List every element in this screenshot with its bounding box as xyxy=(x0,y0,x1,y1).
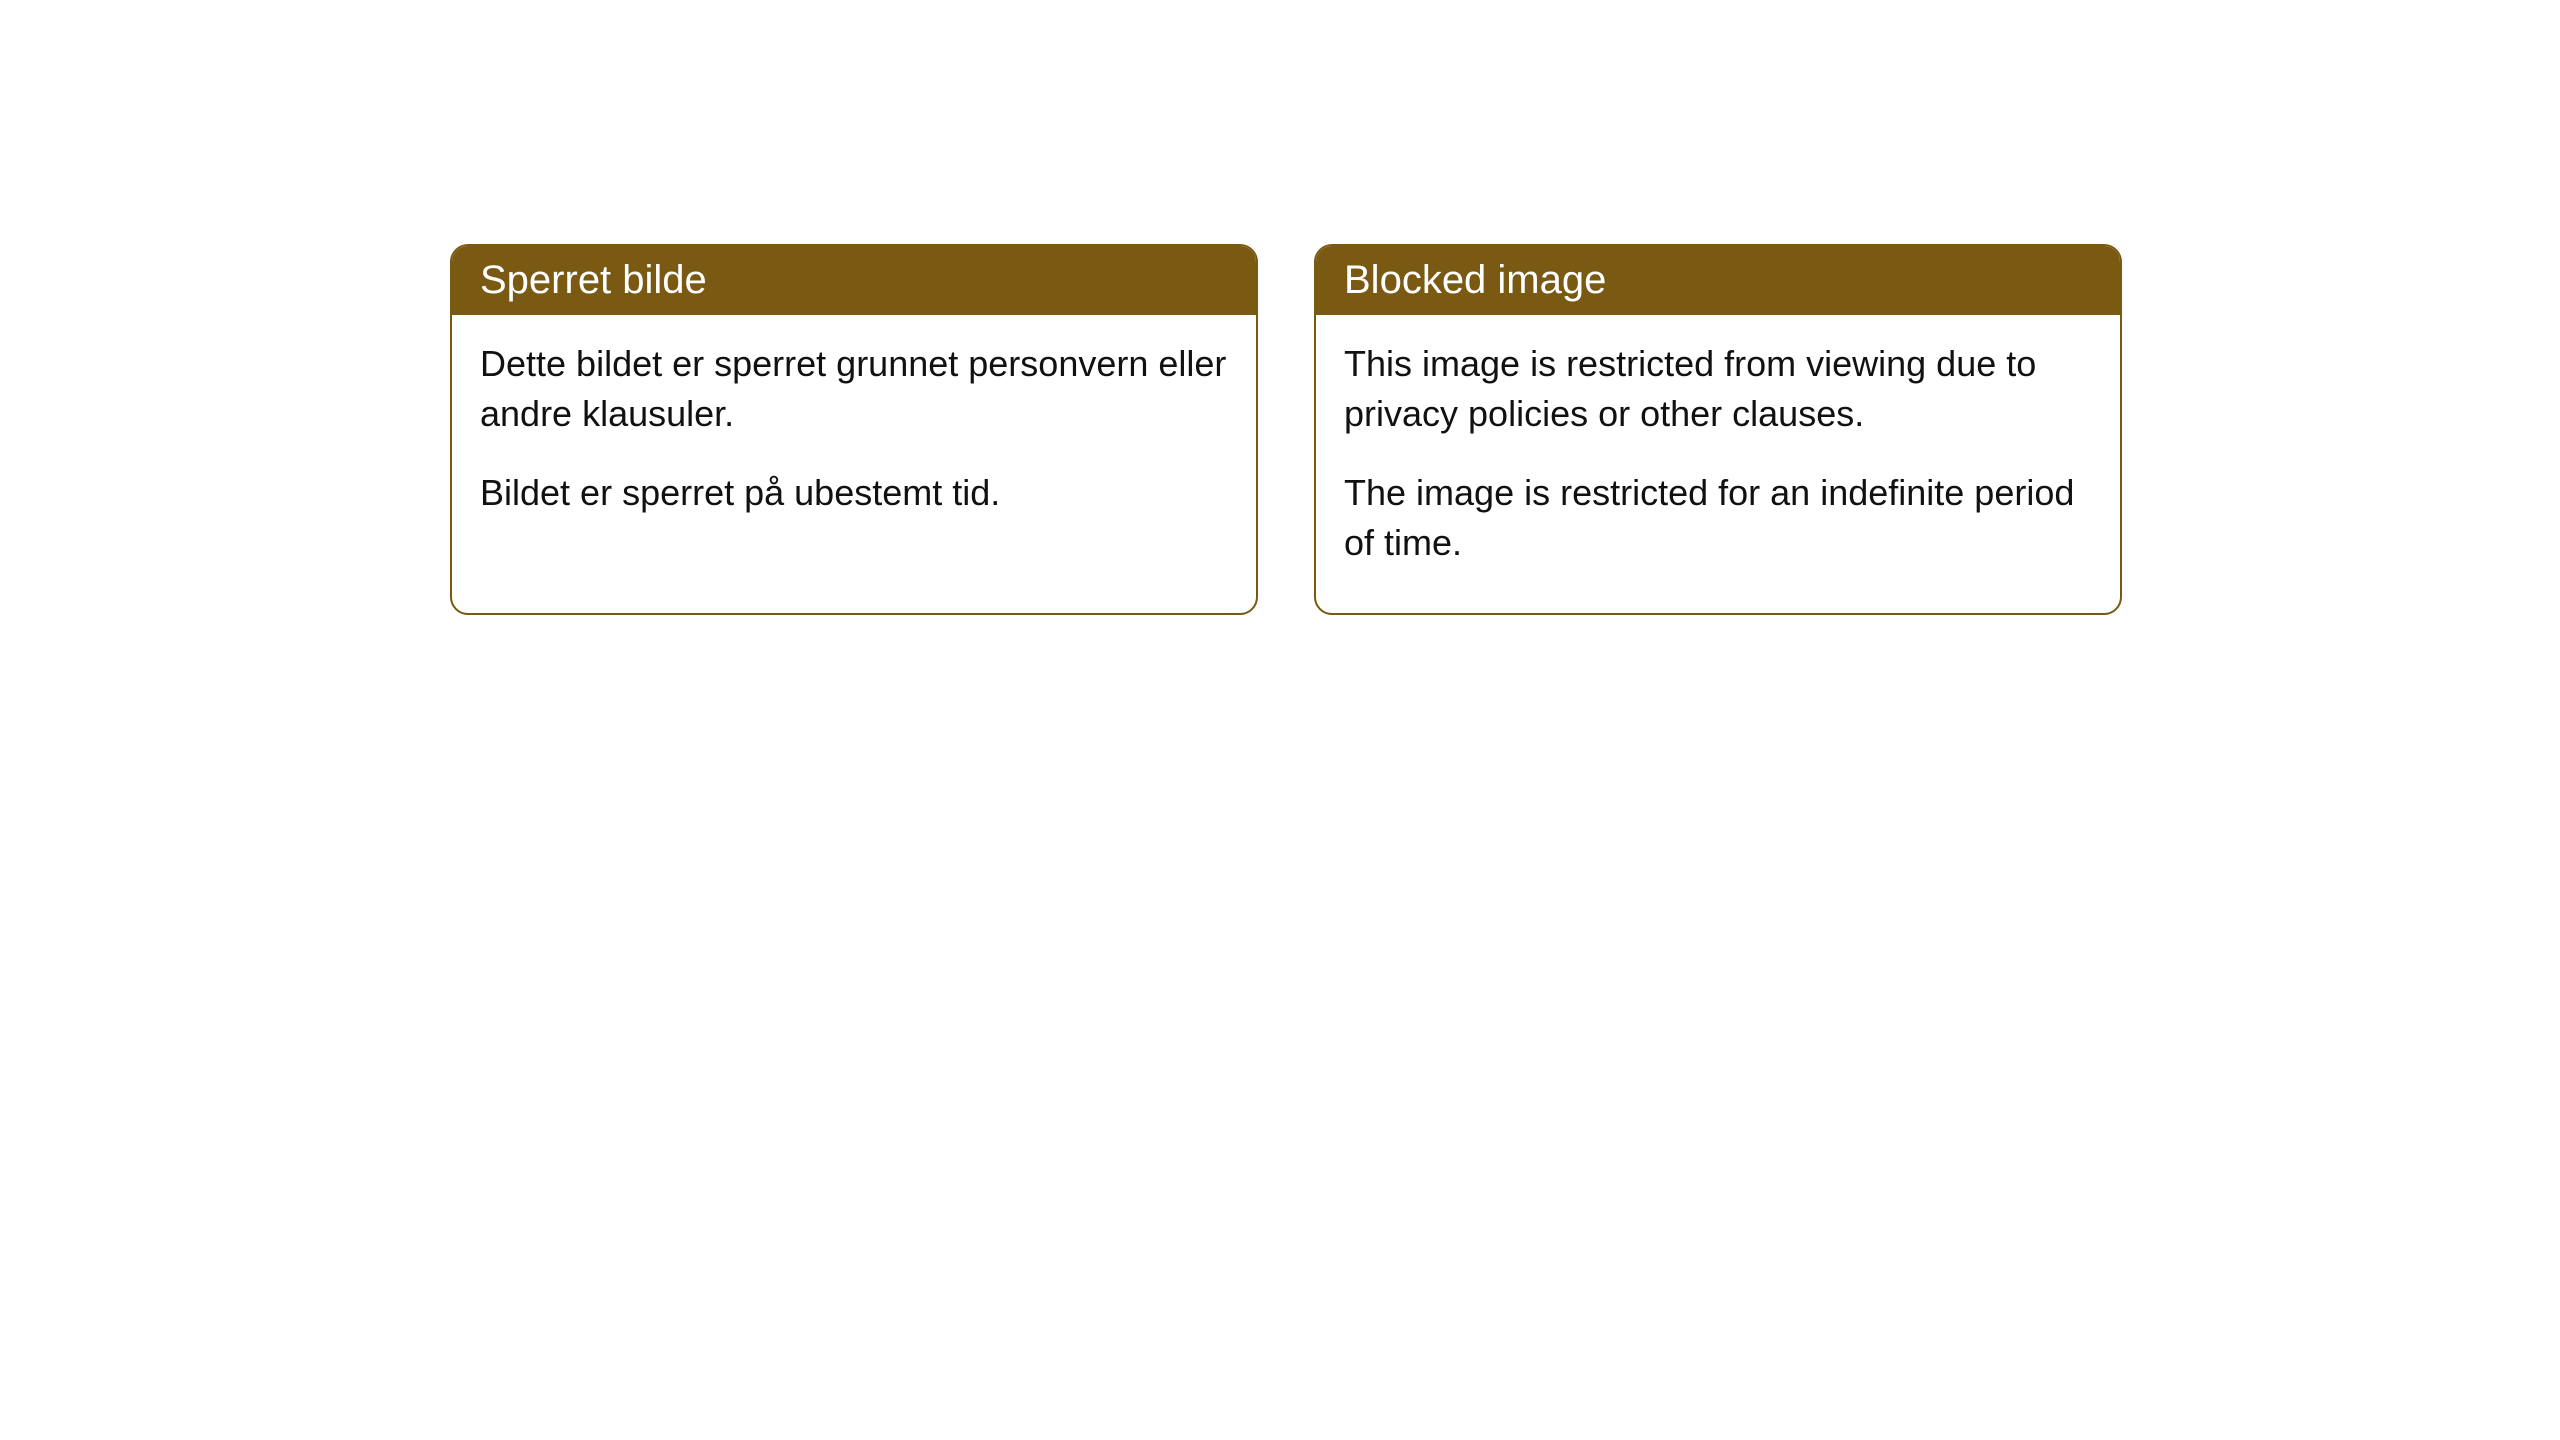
card-title-en: Blocked image xyxy=(1316,246,2120,315)
card-paragraph-en-2: The image is restricted for an indefinit… xyxy=(1344,468,2092,569)
card-paragraph-no-2: Bildet er sperret på ubestemt tid. xyxy=(480,468,1228,518)
card-paragraph-no-1: Dette bildet er sperret grunnet personve… xyxy=(480,339,1228,440)
card-title-no: Sperret bilde xyxy=(452,246,1256,315)
card-body-no: Dette bildet er sperret grunnet personve… xyxy=(452,315,1256,562)
card-body-en: This image is restricted from viewing du… xyxy=(1316,315,2120,613)
blocked-image-card-no: Sperret bilde Dette bildet er sperret gr… xyxy=(450,244,1258,615)
notice-container: Sperret bilde Dette bildet er sperret gr… xyxy=(0,0,2560,615)
card-paragraph-en-1: This image is restricted from viewing du… xyxy=(1344,339,2092,440)
blocked-image-card-en: Blocked image This image is restricted f… xyxy=(1314,244,2122,615)
